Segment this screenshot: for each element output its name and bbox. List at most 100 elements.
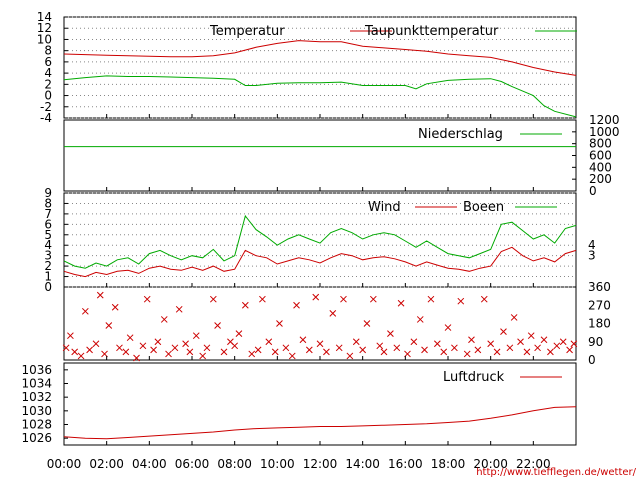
temperature-y-tick: 10: [37, 32, 52, 46]
wind-direction-point: [171, 344, 179, 352]
pressure-y-tick: 1030: [21, 404, 52, 418]
wind-direction-point: [288, 352, 296, 360]
x-tick-label: 14:00: [345, 457, 380, 471]
precipitation-y-tick: 1200: [589, 113, 620, 127]
wind-direction-point: [553, 342, 561, 350]
wind-y-tick: 0: [44, 280, 52, 294]
wind-direction-point: [248, 350, 256, 358]
wind-direction-point: [62, 344, 70, 352]
temperature-series-Temperatur: [63, 40, 577, 76]
wind-direction-right-tick: 360: [588, 280, 611, 294]
wind-direction-point: [241, 301, 249, 309]
wind-direction-point: [346, 352, 354, 360]
wind-direction-point: [404, 350, 411, 358]
wind-y-tick: 6: [44, 217, 52, 231]
wind-right-tick: 3: [588, 249, 596, 263]
wind-legend-label: Wind: [368, 200, 401, 215]
wind-direction-point: [209, 295, 217, 303]
wind-y-tick: 5: [44, 228, 52, 242]
series-lines: [62, 40, 578, 440]
wind-direction-point: [487, 340, 495, 348]
wind-direction-point: [133, 354, 140, 362]
temperature-y-tick: -4: [40, 111, 52, 125]
wind-direction-point: [214, 322, 221, 329]
precipitation-y-tick: 200: [589, 172, 612, 186]
pressure-series-Luftdruck: [63, 406, 577, 440]
wind-direction-point: [540, 336, 548, 344]
legends: Temperatur Taupunkttemperatur Niederschlag…: [209, 24, 577, 385]
wind-direction-point: [271, 348, 279, 356]
wind-direction-point: [122, 348, 130, 356]
wind-direction-point: [335, 344, 343, 352]
pressure-y-tick: 1032: [21, 390, 52, 404]
x-tick-label: 04:00: [132, 457, 167, 471]
wind-y-tick: 4: [44, 238, 52, 252]
wind-direction-point: [387, 330, 394, 337]
wind-direction-point: [160, 316, 168, 323]
temperature-y-tick: -2: [40, 100, 52, 114]
x-tick-label: 10:00: [260, 457, 295, 471]
wind-direction-point: [523, 348, 531, 356]
x-tick-label: 16:00: [388, 457, 423, 471]
source-url[interactable]: http://www.tiefflegen.de/wetter/: [476, 467, 636, 478]
x-tick-label: 02:00: [89, 457, 124, 471]
wind-direction-point: [376, 342, 384, 350]
wind-direction-point: [312, 293, 320, 301]
wind-direction-point: [220, 348, 228, 356]
x-tick-label: 06:00: [175, 457, 210, 471]
wind-direction-point: [81, 307, 89, 315]
pressure-legend-label: Luftdruck: [443, 370, 505, 385]
temperature-y-tick: 4: [44, 66, 52, 80]
wind-y-tick: 8: [44, 196, 52, 210]
pressure-y-tick: 1034: [21, 377, 52, 391]
wind-direction-point: [427, 295, 435, 303]
wind-direction-point: [474, 346, 482, 354]
wind-direction-point: [510, 314, 518, 321]
temperature-series-Taupunkttemperatur: [63, 75, 577, 118]
temperature-y-tick: 2: [44, 77, 52, 91]
wind-direction-point: [393, 344, 401, 352]
wind-direction-point: [165, 350, 172, 358]
temperature-legend-label: Taupunkttemperatur: [364, 24, 499, 39]
wind-direction-point: [451, 344, 458, 352]
wind-legend-label: Boeen: [463, 200, 504, 215]
wind-direction-point: [154, 338, 162, 346]
precipitation-y-tick: 600: [589, 149, 612, 163]
wind-direction-point: [231, 342, 239, 350]
wind-direction-point: [369, 295, 377, 303]
temperature-y-tick: 0: [44, 89, 52, 103]
wind-series-Wind: [63, 246, 577, 278]
x-tick-label: 18:00: [431, 457, 466, 471]
wind-direction-point: [316, 340, 324, 348]
wind-direction-point: [500, 328, 507, 335]
wind-direction-point: [77, 352, 85, 360]
wind-direction-point: [380, 348, 388, 356]
temperature-y-tick: 6: [44, 55, 52, 69]
wind-direction-point: [259, 295, 266, 303]
wind-y-tick: 3: [44, 249, 52, 263]
wind-direction-point: [86, 346, 93, 354]
wind-direction-point: [199, 352, 207, 360]
wind-direction-right-tick: 90: [588, 335, 603, 349]
wind-direction-point: [126, 334, 134, 342]
wind-direction-point: [559, 338, 567, 346]
wind-direction-point: [421, 346, 428, 354]
wind-y-tick: 1: [44, 270, 52, 284]
wind-y-tick: 2: [44, 259, 52, 273]
wind-direction-point: [506, 344, 514, 352]
wind-direction-point: [410, 338, 418, 346]
temperature-legend-label: Temperatur: [209, 24, 285, 39]
wind-direction-point: [433, 340, 441, 348]
wind-direction-point: [235, 330, 243, 337]
wind-direction-point: [444, 324, 452, 331]
wind-direction-point: [101, 350, 108, 358]
wind-direction-point: [116, 344, 123, 352]
wind-direction-point: [105, 322, 113, 329]
wind-direction-point: [457, 297, 465, 305]
wind-direction-point: [440, 348, 448, 356]
wind-right-tick: 4: [588, 238, 596, 252]
temperature-panel: [63, 16, 577, 119]
wind-series-Boeen: [63, 214, 577, 269]
wind-direction-point: [276, 320, 283, 327]
